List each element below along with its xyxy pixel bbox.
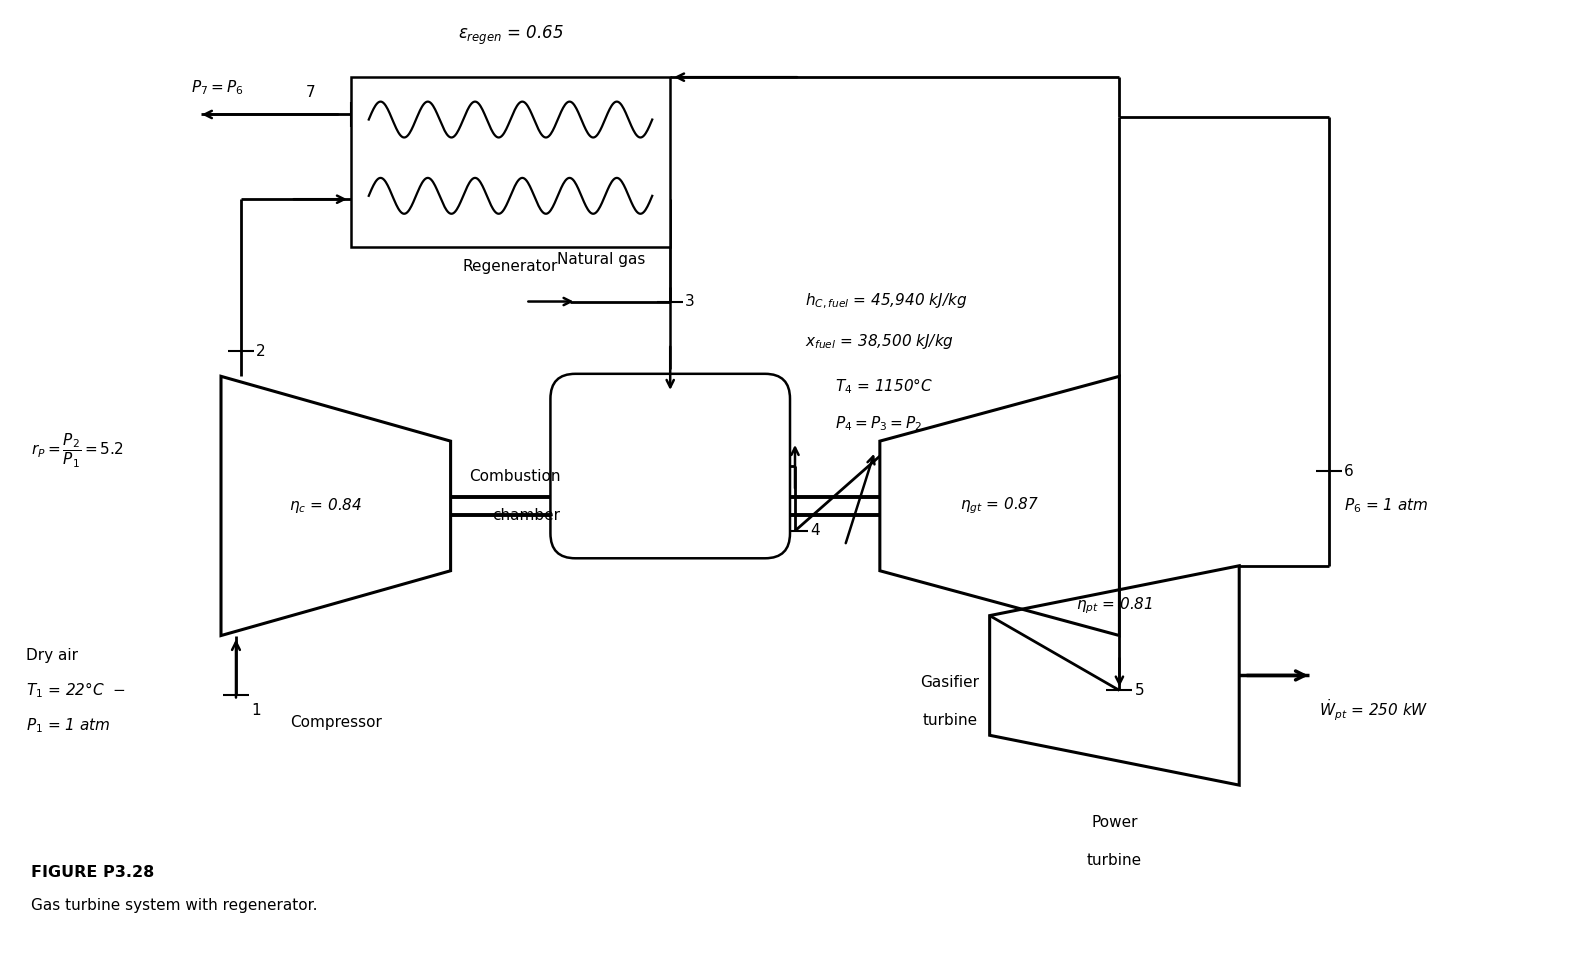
Text: $h_{C,fuel}$ = 45,940 kJ/kg: $h_{C,fuel}$ = 45,940 kJ/kg [806,292,967,311]
Text: Regenerator: Regenerator [463,259,558,273]
Text: 4: 4 [810,524,820,538]
Text: 3: 3 [685,294,695,309]
Text: 7: 7 [306,84,316,99]
Text: $P_6$ = 1 atm: $P_6$ = 1 atm [1343,497,1429,515]
Text: 1: 1 [251,703,260,719]
Text: $P_4 = P_3 = P_2$: $P_4 = P_3 = P_2$ [834,413,921,433]
Bar [351,77,671,246]
Text: Combustion: Combustion [469,469,560,484]
Text: chamber: chamber [492,508,560,524]
Text: $T_4$ = 1150°C: $T_4$ = 1150°C [834,377,933,396]
Text: Compressor: Compressor [290,716,382,730]
Text: $P_7 = P_6$: $P_7 = P_6$ [190,78,244,97]
FancyBboxPatch shape [550,374,790,558]
Text: 5: 5 [1134,683,1144,697]
Text: Power: Power [1091,815,1137,830]
Text: 6: 6 [1343,464,1354,478]
Text: Gas turbine system with regenerator.: Gas turbine system with regenerator. [32,897,317,913]
Text: $r_P = \dfrac{P_2}{P_1} = 5.2$: $r_P = \dfrac{P_2}{P_1} = 5.2$ [32,432,124,470]
Text: turbine: turbine [921,713,977,728]
Text: $\varepsilon_{regen}$ = 0.65: $\varepsilon_{regen}$ = 0.65 [457,24,563,47]
Text: $\eta_{pt}$ = 0.81: $\eta_{pt}$ = 0.81 [1075,595,1153,616]
Text: Dry air: Dry air [27,648,78,663]
Text: Gasifier: Gasifier [920,675,979,691]
Text: $P_1$ = 1 atm: $P_1$ = 1 atm [27,716,111,735]
Text: turbine: turbine [1086,853,1142,867]
Text: $x_{fuel}$ = 38,500 kJ/kg: $x_{fuel}$ = 38,500 kJ/kg [806,332,953,351]
Text: $\eta_{gt}$ = 0.87: $\eta_{gt}$ = 0.87 [960,496,1039,516]
Text: FIGURE P3.28: FIGURE P3.28 [32,865,154,880]
Text: $\dot{W}_{pt}$ = 250 kW: $\dot{W}_{pt}$ = 250 kW [1320,697,1429,724]
Text: $\eta_c$ = 0.84: $\eta_c$ = 0.84 [289,497,362,516]
Text: $T_1$ = 22°C  $-$: $T_1$ = 22°C $-$ [27,681,125,700]
Text: Natural gas: Natural gas [557,251,646,267]
Text: 2: 2 [255,344,265,359]
